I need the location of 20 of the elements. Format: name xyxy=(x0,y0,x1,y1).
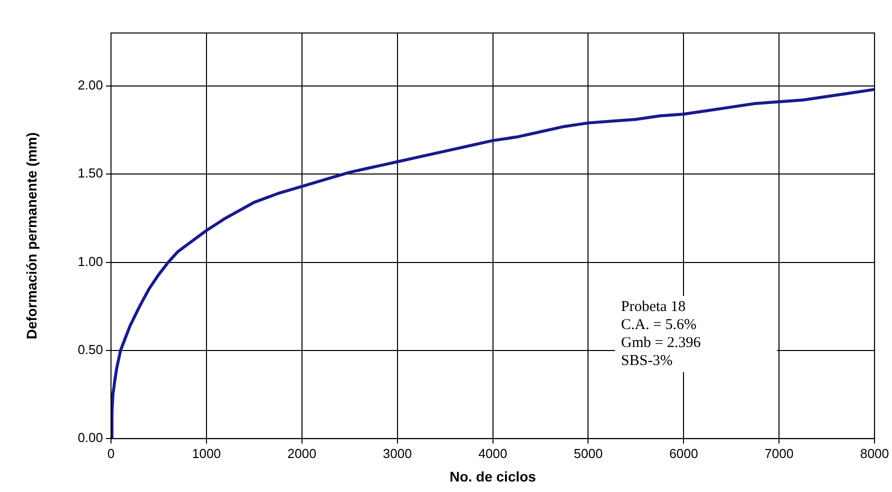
annotation: SBS-3% xyxy=(621,352,674,370)
x-tick-label: 7000 xyxy=(764,446,794,461)
y-tick-label: 0.50 xyxy=(78,342,103,358)
x-tick-label: 4000 xyxy=(478,446,508,461)
annotation: Probeta 18 xyxy=(621,298,687,316)
annotation: Gmb = 2.396 xyxy=(621,334,702,352)
x-axis-title: No. de ciclos xyxy=(450,468,536,484)
y-tick-label: 1.00 xyxy=(78,254,103,269)
y-axis-title: Deformación permanente (mm) xyxy=(23,132,40,340)
x-tick-label: 8000 xyxy=(860,446,889,461)
y-tick-label: 2.00 xyxy=(78,77,103,92)
x-tick-label: 5000 xyxy=(574,446,603,461)
x-tick-label: 3000 xyxy=(382,446,412,461)
y-tick-label: 1.50 xyxy=(78,166,103,181)
x-tick-label: 1000 xyxy=(192,446,221,461)
y-tick-label: 0.00 xyxy=(78,430,103,446)
x-tick-label: 0 xyxy=(107,446,115,461)
x-tick-label: 6000 xyxy=(669,446,698,461)
x-tick-label: 2000 xyxy=(287,446,316,461)
annotation: C.A. = 5.6% xyxy=(621,316,698,334)
